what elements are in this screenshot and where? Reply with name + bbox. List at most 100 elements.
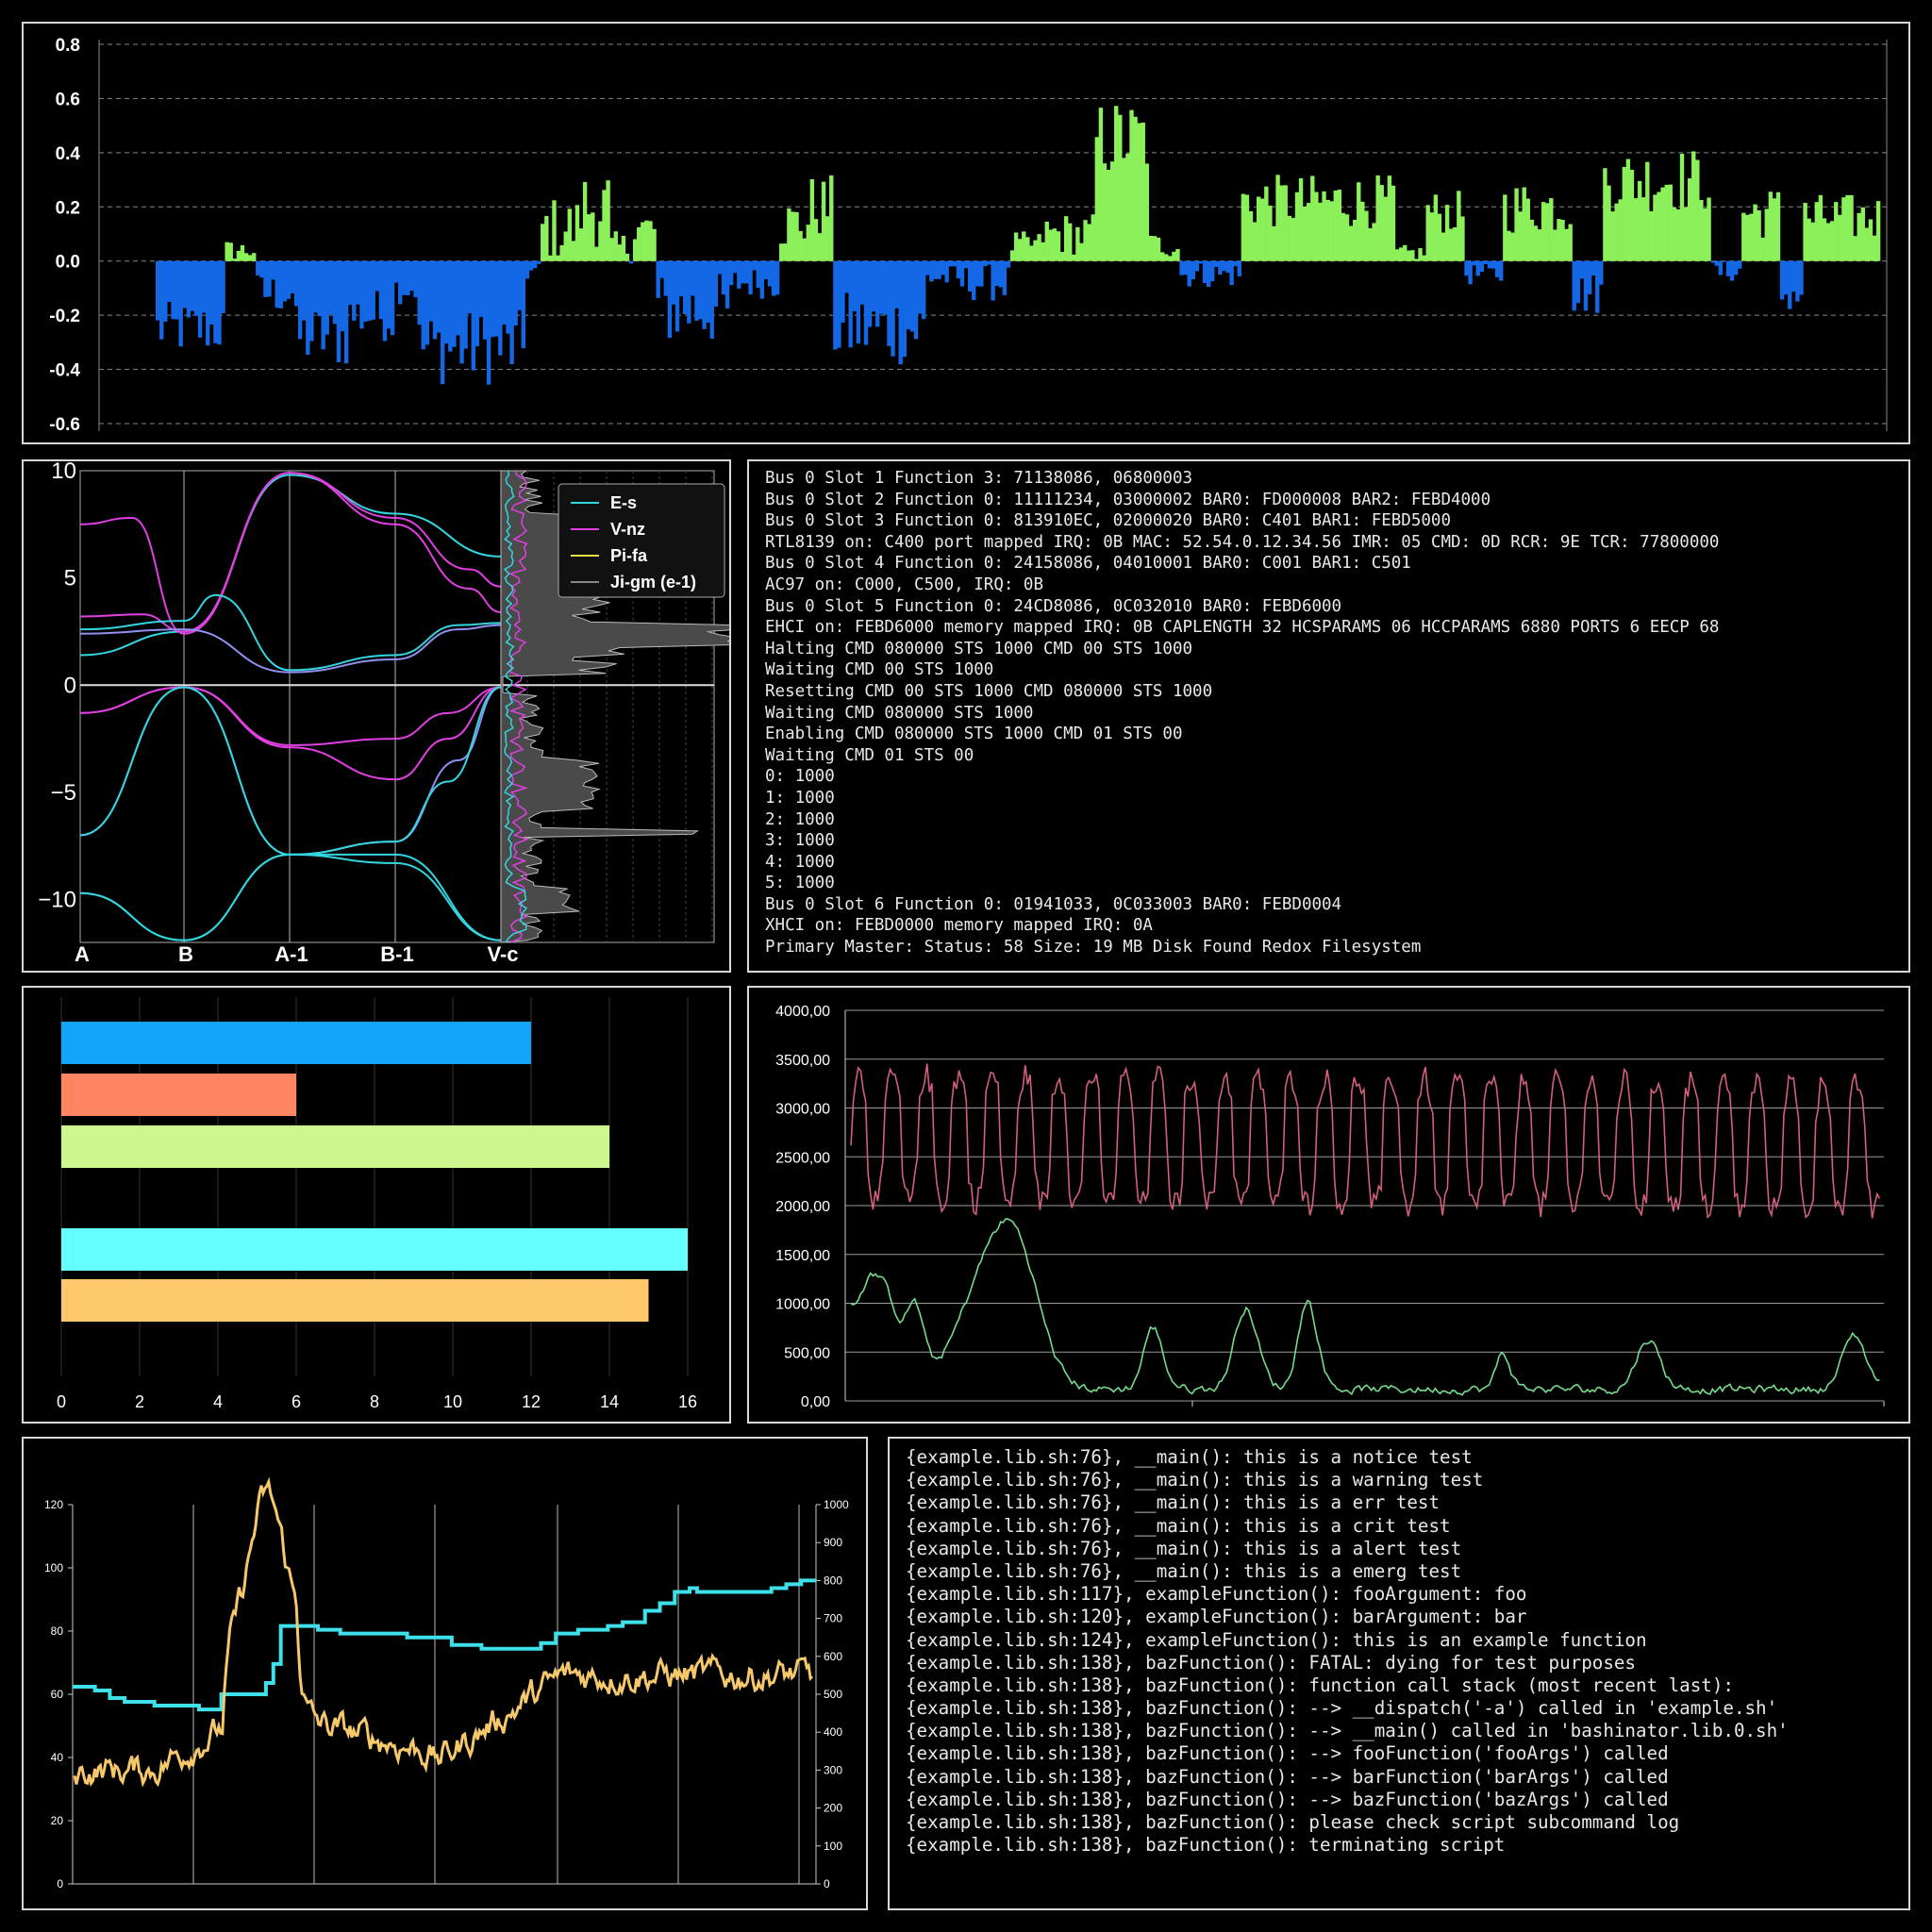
bar bbox=[1714, 260, 1719, 266]
bar bbox=[1757, 210, 1761, 261]
bar bbox=[167, 260, 172, 303]
bar bbox=[1525, 198, 1530, 261]
bar bbox=[1572, 260, 1576, 311]
tick-label: −5 bbox=[51, 780, 76, 806]
bar bbox=[1857, 212, 1861, 261]
bar bbox=[1444, 205, 1450, 261]
bar bbox=[367, 260, 372, 321]
bar bbox=[1260, 198, 1265, 261]
bar bbox=[1449, 228, 1454, 261]
hbar bbox=[61, 1279, 649, 1322]
bar bbox=[532, 260, 538, 269]
bar bbox=[937, 260, 941, 279]
bar bbox=[440, 260, 445, 385]
bar bbox=[1533, 225, 1539, 261]
bar bbox=[998, 260, 1003, 288]
tick-label: 12 bbox=[522, 1392, 541, 1411]
bar bbox=[1818, 194, 1824, 261]
bar bbox=[683, 260, 688, 315]
bar bbox=[1799, 260, 1804, 295]
legend-label: Ji-gm (e-1) bbox=[610, 573, 696, 591]
bar bbox=[833, 260, 838, 350]
tick-label: 0 bbox=[824, 1877, 830, 1890]
bar bbox=[1206, 260, 1211, 288]
bar bbox=[1094, 137, 1099, 261]
tick-label: 600 bbox=[824, 1650, 842, 1663]
bar bbox=[243, 253, 249, 261]
bar bbox=[1753, 204, 1757, 261]
bar bbox=[975, 260, 980, 287]
bar bbox=[1472, 260, 1476, 266]
bar bbox=[817, 233, 823, 261]
bar bbox=[1179, 260, 1184, 275]
bar bbox=[193, 260, 199, 316]
terminal-line: Bus 0 Slot 5 Function 0: 24CD8086, 0C032… bbox=[765, 596, 1342, 616]
dos-line bbox=[503, 470, 528, 943]
bar bbox=[806, 225, 810, 261]
tick-label: 10 bbox=[443, 1392, 462, 1411]
bar bbox=[1433, 194, 1439, 261]
bar bbox=[1425, 205, 1430, 261]
bar bbox=[317, 260, 322, 317]
bar bbox=[1664, 184, 1669, 261]
bar bbox=[275, 260, 279, 308]
bar bbox=[956, 260, 961, 279]
tick-label: 16 bbox=[678, 1392, 697, 1411]
terminal-line: {example.lib.sh:138}, bazFunction(): -->… bbox=[906, 1742, 1669, 1765]
bar bbox=[1129, 109, 1134, 261]
bar bbox=[221, 260, 225, 313]
bar bbox=[691, 260, 695, 296]
bar bbox=[967, 260, 973, 291]
script-log-lines: {example.lib.sh:76}, __main(): this is a… bbox=[906, 1446, 1789, 1857]
bar bbox=[1337, 190, 1342, 261]
bar bbox=[490, 260, 495, 338]
bar bbox=[637, 226, 641, 261]
terminal-line: {example.lib.sh:138}, bazFunction(): ple… bbox=[906, 1811, 1680, 1833]
tick-label: -0.4 bbox=[49, 361, 80, 381]
tick-label: 300 bbox=[824, 1763, 842, 1776]
bar bbox=[1722, 260, 1727, 262]
bar bbox=[1629, 169, 1635, 261]
tick-label: 0.8 bbox=[56, 36, 80, 56]
bar bbox=[617, 244, 623, 261]
bar bbox=[1387, 175, 1392, 261]
bar bbox=[632, 239, 638, 261]
bar bbox=[436, 260, 441, 333]
bar bbox=[929, 260, 934, 282]
bar bbox=[659, 260, 664, 278]
tick-label: 0.4 bbox=[56, 144, 81, 164]
bar bbox=[898, 260, 903, 365]
terminal-line: {example.lib.sh:76}, __main(): this is a… bbox=[906, 1537, 1462, 1559]
bar bbox=[675, 260, 680, 332]
bar bbox=[206, 260, 210, 346]
bar bbox=[1394, 249, 1400, 261]
bar bbox=[409, 260, 414, 291]
bar bbox=[1398, 247, 1404, 261]
bar bbox=[909, 260, 915, 332]
bar bbox=[263, 260, 268, 297]
bar bbox=[1591, 260, 1596, 276]
bar bbox=[1560, 220, 1565, 261]
bar bbox=[1403, 244, 1407, 261]
bar bbox=[879, 260, 884, 314]
bar bbox=[1302, 206, 1307, 261]
terminal-line: {example.lib.sh:76}, __main(): this is a… bbox=[906, 1446, 1473, 1468]
bar bbox=[1072, 254, 1076, 261]
bar bbox=[290, 260, 295, 293]
tick-label: 2 bbox=[135, 1392, 144, 1411]
series-line bbox=[850, 1063, 1881, 1219]
bar bbox=[613, 231, 618, 261]
bar bbox=[213, 260, 218, 343]
bar bbox=[1518, 211, 1523, 261]
bar bbox=[1364, 210, 1369, 261]
bar bbox=[236, 250, 242, 261]
bar bbox=[1183, 260, 1188, 275]
terminal-line: AC97 on: C000, C500, IRQ: 0B bbox=[765, 575, 1044, 594]
bar bbox=[744, 260, 749, 284]
bar bbox=[1352, 219, 1357, 261]
bar bbox=[606, 180, 610, 261]
bar bbox=[182, 260, 187, 308]
bar bbox=[1645, 161, 1650, 261]
terminal-line: Enabling CMD 080000 STS 1000 CMD 01 STS … bbox=[765, 724, 1183, 744]
top-bar-chart-panel: 0.8 0.6 0.4 0.2 0.0 -0.2 -0.4 -0.6 bbox=[22, 22, 1910, 444]
